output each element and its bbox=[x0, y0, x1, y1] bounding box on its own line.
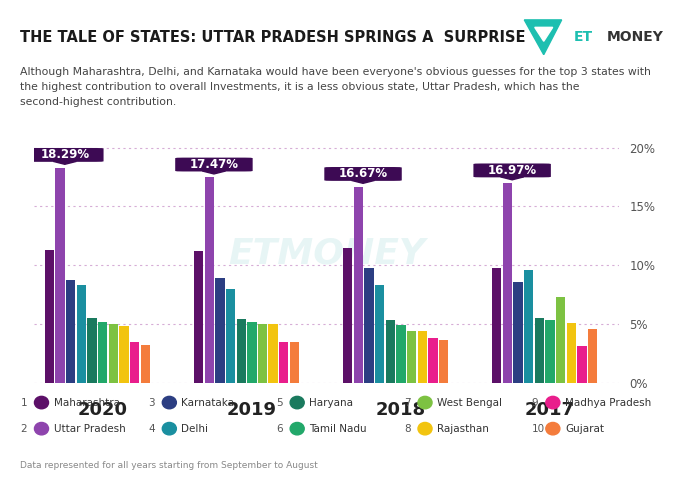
FancyBboxPatch shape bbox=[324, 167, 402, 181]
Text: 5: 5 bbox=[276, 398, 283, 408]
Text: 16.97%: 16.97% bbox=[488, 164, 537, 177]
FancyBboxPatch shape bbox=[473, 164, 551, 177]
Text: Although Maharashtra, Delhi, and Karnataka would have been everyone's obvious gu: Although Maharashtra, Delhi, and Karnata… bbox=[20, 67, 651, 107]
Bar bbox=[545, 321, 555, 383]
Bar bbox=[237, 319, 246, 383]
Text: THE TALE OF STATES: UTTAR PRADESH SPRINGS A  SURPRISE: THE TALE OF STATES: UTTAR PRADESH SPRING… bbox=[20, 30, 526, 45]
Text: Delhi: Delhi bbox=[182, 423, 209, 434]
Ellipse shape bbox=[163, 396, 176, 409]
Text: 16.67%: 16.67% bbox=[339, 167, 388, 180]
Text: Rajasthan: Rajasthan bbox=[437, 423, 489, 434]
Bar bbox=[566, 323, 576, 383]
Bar bbox=[45, 250, 54, 383]
Text: Karnataka: Karnataka bbox=[182, 398, 235, 408]
Text: 6: 6 bbox=[276, 423, 283, 434]
Polygon shape bbox=[534, 27, 553, 41]
Bar bbox=[141, 345, 150, 383]
Bar bbox=[524, 270, 533, 383]
Bar bbox=[98, 322, 107, 383]
Bar bbox=[407, 331, 416, 383]
Ellipse shape bbox=[290, 422, 304, 435]
Text: 9: 9 bbox=[532, 398, 539, 408]
Text: 1: 1 bbox=[20, 398, 27, 408]
Text: Haryana: Haryana bbox=[309, 398, 354, 408]
Ellipse shape bbox=[418, 396, 432, 409]
Text: 8: 8 bbox=[404, 423, 411, 434]
Text: 18.29%: 18.29% bbox=[40, 149, 89, 162]
Bar bbox=[226, 289, 235, 383]
Text: Gujarat: Gujarat bbox=[565, 423, 604, 434]
Bar bbox=[492, 267, 501, 383]
Bar bbox=[247, 322, 256, 383]
Bar bbox=[556, 297, 565, 383]
Text: MONEY: MONEY bbox=[607, 30, 664, 44]
Bar bbox=[130, 341, 139, 383]
Text: 4: 4 bbox=[148, 423, 155, 434]
Polygon shape bbox=[203, 171, 226, 174]
Bar bbox=[290, 341, 299, 383]
Bar bbox=[386, 321, 395, 383]
Ellipse shape bbox=[546, 396, 560, 409]
Text: West Bengal: West Bengal bbox=[437, 398, 502, 408]
Bar bbox=[215, 278, 224, 383]
Bar bbox=[396, 325, 406, 383]
Ellipse shape bbox=[35, 396, 48, 409]
Bar bbox=[439, 340, 448, 383]
Text: 10: 10 bbox=[532, 423, 545, 434]
Ellipse shape bbox=[35, 422, 48, 435]
Bar bbox=[279, 341, 288, 383]
Bar bbox=[205, 177, 214, 383]
Text: ETMONEY: ETMONEY bbox=[228, 237, 425, 270]
Bar bbox=[577, 346, 587, 383]
Bar bbox=[428, 338, 438, 383]
FancyBboxPatch shape bbox=[26, 148, 103, 162]
Bar bbox=[375, 285, 384, 383]
Text: Data represented for all years starting from September to August: Data represented for all years starting … bbox=[20, 461, 318, 470]
Text: Madhya Pradesh: Madhya Pradesh bbox=[565, 398, 651, 408]
Ellipse shape bbox=[418, 422, 432, 435]
Bar bbox=[503, 183, 512, 383]
Bar bbox=[120, 327, 129, 383]
Bar bbox=[513, 282, 523, 383]
Bar bbox=[588, 329, 597, 383]
Bar bbox=[343, 248, 352, 383]
Ellipse shape bbox=[163, 422, 176, 435]
Polygon shape bbox=[500, 177, 524, 180]
Polygon shape bbox=[352, 180, 375, 183]
Bar bbox=[364, 267, 374, 383]
Bar bbox=[354, 187, 363, 383]
Polygon shape bbox=[524, 20, 562, 55]
Text: Tamil Nadu: Tamil Nadu bbox=[309, 423, 367, 434]
Bar bbox=[88, 318, 97, 383]
Ellipse shape bbox=[290, 396, 304, 409]
Bar bbox=[269, 324, 278, 383]
Bar bbox=[418, 331, 427, 383]
Text: 7: 7 bbox=[404, 398, 411, 408]
Bar bbox=[109, 324, 118, 383]
Text: 2: 2 bbox=[20, 423, 27, 434]
Bar bbox=[56, 168, 65, 383]
Text: Uttar Pradesh: Uttar Pradesh bbox=[54, 423, 125, 434]
Text: Maharashtra: Maharashtra bbox=[54, 398, 120, 408]
Text: 17.47%: 17.47% bbox=[190, 158, 239, 171]
FancyBboxPatch shape bbox=[175, 158, 253, 171]
Ellipse shape bbox=[546, 422, 560, 435]
Polygon shape bbox=[53, 162, 76, 165]
Bar bbox=[66, 280, 75, 383]
Bar bbox=[194, 251, 203, 383]
Bar bbox=[258, 324, 267, 383]
Text: ET: ET bbox=[574, 30, 593, 44]
Text: 3: 3 bbox=[148, 398, 155, 408]
Bar bbox=[534, 318, 544, 383]
Bar bbox=[77, 285, 86, 383]
